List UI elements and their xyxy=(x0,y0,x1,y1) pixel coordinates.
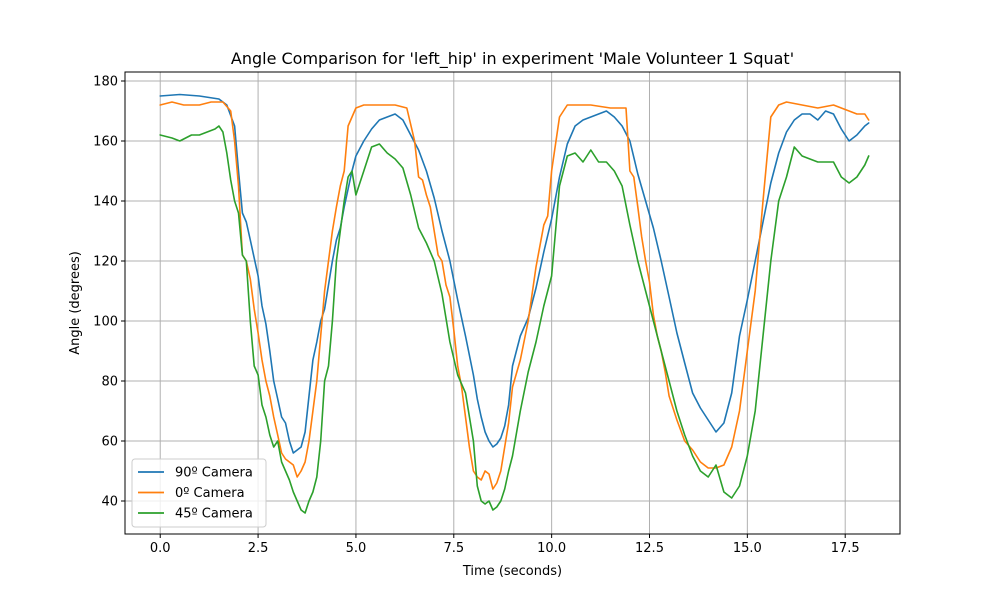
x-tick-label: 17.5 xyxy=(831,541,860,556)
y-tick-label: 140 xyxy=(93,195,118,210)
plot-frame xyxy=(124,71,901,535)
x-tick-label: 0.0 xyxy=(150,541,171,556)
y-tick-label: 40 xyxy=(101,495,118,510)
series-line xyxy=(159,93,870,454)
x-tick-label: 12.5 xyxy=(635,541,664,556)
legend-box xyxy=(131,458,267,528)
x-axis-label: Time (seconds) xyxy=(462,564,562,579)
y-axis: 40 60 80 100 120 140 160 180 xyxy=(93,75,125,510)
x-axis: 0.0 2.5 5.0 7.5 10.0 12.5 15.0 17.5 xyxy=(150,534,860,556)
legend: 90º Camera 0º Camera 45º Camera xyxy=(131,458,267,528)
x-tick-label: 7.5 xyxy=(443,541,464,556)
y-axis-label: Angle (degrees) xyxy=(68,251,83,355)
legend-label: 90º Camera xyxy=(175,466,253,481)
legend-label: 45º Camera xyxy=(175,507,253,522)
y-tick-label: 100 xyxy=(93,315,118,330)
x-tick-label: 10.0 xyxy=(537,541,566,556)
series-line xyxy=(159,125,870,514)
y-tick-label: 80 xyxy=(101,375,118,390)
legend-label: 0º Camera xyxy=(175,486,245,501)
x-tick-label: 5.0 xyxy=(346,541,367,556)
y-tick-label: 120 xyxy=(93,255,118,270)
y-tick-label: 60 xyxy=(101,435,118,450)
y-tick-label: 180 xyxy=(93,75,118,90)
y-tick-label: 160 xyxy=(93,135,118,150)
series-line xyxy=(159,101,870,490)
series-group xyxy=(159,93,870,514)
chart-title: Angle Comparison for 'left_hip' in exper… xyxy=(231,49,794,69)
x-tick-label: 15.0 xyxy=(733,541,762,556)
x-tick-label: 2.5 xyxy=(248,541,269,556)
